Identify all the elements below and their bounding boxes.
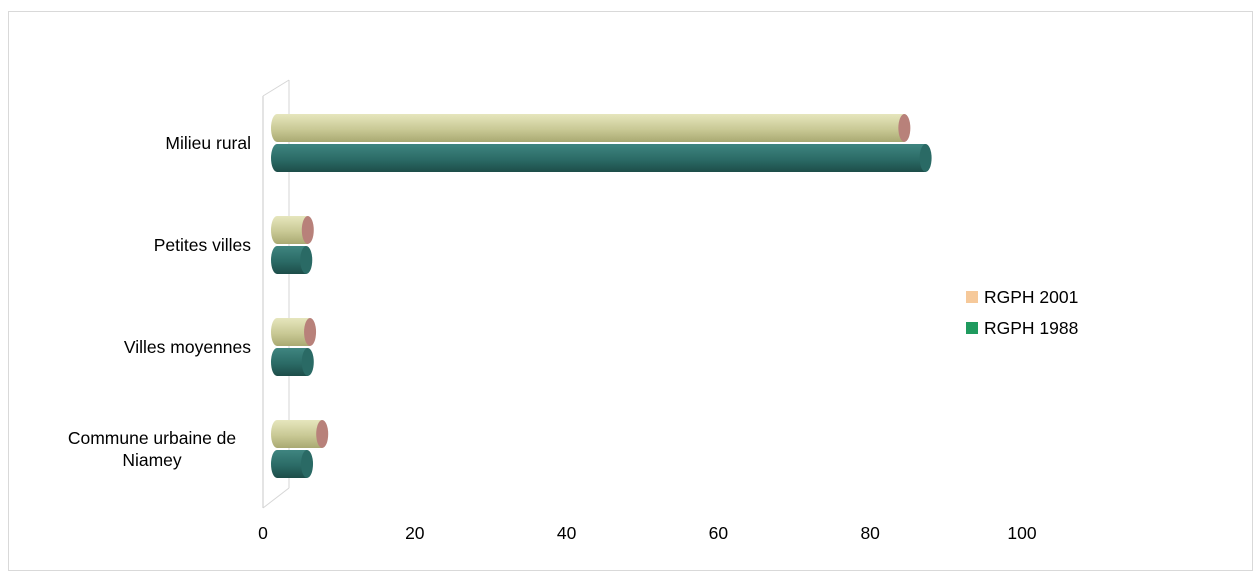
top-depth-edge: [262, 79, 290, 97]
category-label-villes-moyennes: Villes moyennes: [124, 337, 251, 357]
x-tick-label-20: 20: [405, 523, 425, 543]
bar-end-cap: [301, 450, 314, 478]
bar-end-cap: [919, 144, 932, 172]
bar-end-cap: [301, 216, 314, 244]
category-label-milieu-rural: Milieu rural: [165, 133, 251, 153]
bar-body: [271, 318, 311, 346]
bars-group: [271, 114, 932, 478]
bar-body: [271, 450, 308, 478]
bar-body: [271, 144, 926, 172]
bar-body: [271, 420, 323, 448]
bar-rgph-1988-petites-villes: [271, 246, 313, 274]
bar-end-cap: [316, 420, 329, 448]
x-tick-label-80: 80: [860, 523, 880, 543]
bar-end-cap: [304, 318, 317, 346]
bar-end-cap: [300, 246, 313, 274]
category-labels: Milieu rural Petites villes Villes moyenne…: [68, 133, 251, 470]
bottom-depth-edge: [262, 487, 290, 509]
chart-frame: [8, 11, 1253, 571]
bar-rgph-1988-villes-moyennes: [271, 348, 314, 376]
x-tick-label-40: 40: [557, 523, 577, 543]
bar-rgph-2001-petites-villes: [271, 216, 314, 244]
legend: RGPH 2001 RGPH 1988: [966, 287, 1078, 338]
bar-rgph-2001-villes-moyennes: [271, 318, 317, 346]
bar-body: [271, 216, 308, 244]
bar-rgph-2001-milieu-rural: [271, 114, 911, 142]
bar-rgph-1988-milieu-rural: [271, 144, 932, 172]
x-axis-tick-labels: 0 20 40 60 80 100: [258, 523, 1037, 543]
bar-rgph-1988-commune-urbaine-de-niamey: [271, 450, 314, 478]
bar-end-cap: [301, 348, 314, 376]
category-label-commune-urbaine-de-niamey: Commune urbaine de Niamey: [68, 428, 236, 470]
legend-swatch-rgph-1988: [966, 322, 978, 334]
x-tick-label-100: 100: [1007, 523, 1036, 543]
bar-body: [271, 348, 308, 376]
x-tick-label-60: 60: [709, 523, 729, 543]
x-tick-label-0: 0: [258, 523, 268, 543]
legend-label-rgph-1988: RGPH 1988: [984, 318, 1078, 338]
bar-body: [271, 246, 307, 274]
legend-swatch-rgph-2001: [966, 291, 978, 303]
bar-chart: Milieu rural Petites villes Villes moyenne…: [68, 79, 1078, 543]
category-label-petites-villes: Petites villes: [154, 235, 252, 255]
bar-body: [271, 114, 905, 142]
bar-rgph-2001-commune-urbaine-de-niamey: [271, 420, 329, 448]
bar-end-cap: [898, 114, 911, 142]
legend-label-rgph-2001: RGPH 2001: [984, 287, 1078, 307]
